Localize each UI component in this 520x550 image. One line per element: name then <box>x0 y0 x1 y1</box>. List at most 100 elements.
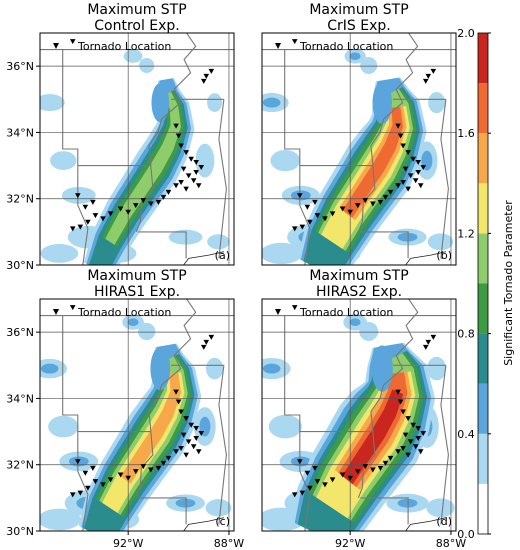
stp-contour-light <box>426 498 455 518</box>
tornado-marker <box>397 133 404 139</box>
tornado-marker <box>188 422 194 428</box>
state-border <box>138 497 187 525</box>
tornado-marker <box>183 416 189 422</box>
panel-subtitle: HIRAS2 Exp. <box>316 284 402 300</box>
tornado-marker <box>395 389 401 395</box>
stp-contour-blue <box>262 97 281 108</box>
tornado-marker <box>178 409 184 415</box>
tornado-marker <box>195 449 202 455</box>
panel-frame <box>39 32 235 266</box>
lat-tick-label: 32°N <box>6 193 34 206</box>
tornado-marker <box>354 203 361 209</box>
stp-contour-blue <box>151 83 170 123</box>
coastline <box>405 251 446 265</box>
state-borders <box>262 299 456 531</box>
tornado-marker <box>193 160 200 166</box>
tornado-marker <box>203 73 210 79</box>
lat-tick-label: 30°N <box>6 525 34 538</box>
stp-contour-light <box>40 244 79 263</box>
tornado-marker <box>100 482 106 488</box>
tornado-marker <box>85 219 91 225</box>
tornado-marker <box>299 490 306 496</box>
tornado-marker <box>425 339 432 345</box>
tornado-marker <box>82 470 89 476</box>
tornado-marker <box>165 189 172 195</box>
tornado-marker <box>339 472 346 478</box>
colorbar-level <box>478 383 488 434</box>
tornado-marker <box>347 475 353 481</box>
tornado-marker <box>198 165 205 171</box>
tornado-marker <box>69 226 76 232</box>
tornado-marker <box>160 460 167 466</box>
tornado-marker <box>69 305 76 311</box>
lon-tick-label: 88°W <box>214 537 244 550</box>
tornado-marker <box>90 465 96 471</box>
state-border <box>218 365 227 525</box>
tornado-marker <box>148 201 154 207</box>
tornado-marker <box>415 426 422 432</box>
panel-title: Maximum STP <box>309 2 408 18</box>
tornado-marker <box>377 465 384 471</box>
tornado-marker <box>185 173 192 179</box>
tornado-markers <box>69 305 215 498</box>
tornado-marker <box>160 194 167 200</box>
stp-contour-blue <box>175 498 196 508</box>
tornado-marker <box>400 445 406 451</box>
tornado-marker <box>415 170 422 175</box>
tornado-marker <box>425 73 432 79</box>
panel-label: (c) <box>215 515 230 528</box>
stp-contour-light <box>138 322 156 341</box>
lon-tick-label: 92°W <box>335 537 365 550</box>
tornado-marker <box>291 492 298 498</box>
stp-contour-blue <box>349 52 361 61</box>
tornado-marker <box>362 464 369 470</box>
tornado-marker <box>422 78 429 84</box>
panel-subtitle: CrIS Exp. <box>327 18 390 34</box>
tornado-marker <box>402 432 409 438</box>
tornado-marker <box>400 143 406 149</box>
tornado-marker <box>107 477 114 483</box>
colorbar-tick-label: 0.8 <box>457 328 475 341</box>
lat-tick-label: 36°N <box>6 326 34 339</box>
tornado-marker <box>370 467 376 473</box>
tornado-marker <box>175 399 182 405</box>
lat-tick-label: 36°N <box>6 60 34 73</box>
stp-contour-light <box>207 93 223 112</box>
lat-lon-grid <box>262 299 456 531</box>
stp-field <box>40 314 232 531</box>
stp-contour-blue <box>349 318 361 327</box>
tornado-marker <box>85 485 91 491</box>
state-border <box>77 431 89 531</box>
tornado-markers <box>291 305 437 498</box>
tornado-marker <box>140 198 147 204</box>
tornado-marker <box>307 485 313 491</box>
lat-tick-label: 34°N <box>6 392 34 405</box>
tornado-marker <box>180 166 187 172</box>
tornado-markers <box>291 39 437 232</box>
tornado-marker <box>420 431 427 437</box>
colorbar-tick-label: 2.0 <box>457 27 475 40</box>
stp-contour-light <box>195 143 215 178</box>
tornado-marker <box>291 39 298 45</box>
tornado-marker <box>193 436 200 441</box>
tornado-marker <box>304 204 311 210</box>
stp-contour-light <box>270 150 301 172</box>
tornado-marker <box>107 211 114 217</box>
tornado-marker <box>173 123 179 129</box>
state-borders <box>40 33 234 265</box>
tornado-marker <box>175 133 182 139</box>
panel-label: (b) <box>436 249 452 262</box>
colorbar-level <box>478 333 488 384</box>
stp-contour-light <box>139 57 155 73</box>
tornado-marker <box>92 213 99 219</box>
tornado-marker <box>322 216 328 222</box>
state-border <box>284 315 373 433</box>
colorbar-level <box>478 433 488 484</box>
legend-label: Tornado Location <box>299 40 393 53</box>
stp-contour-blue <box>397 498 418 508</box>
tornado-marker <box>132 469 139 475</box>
legend-marker <box>53 309 59 315</box>
stp-contour-light <box>262 242 303 264</box>
colorbar-level <box>478 283 488 334</box>
stp-contour-light <box>50 151 77 171</box>
